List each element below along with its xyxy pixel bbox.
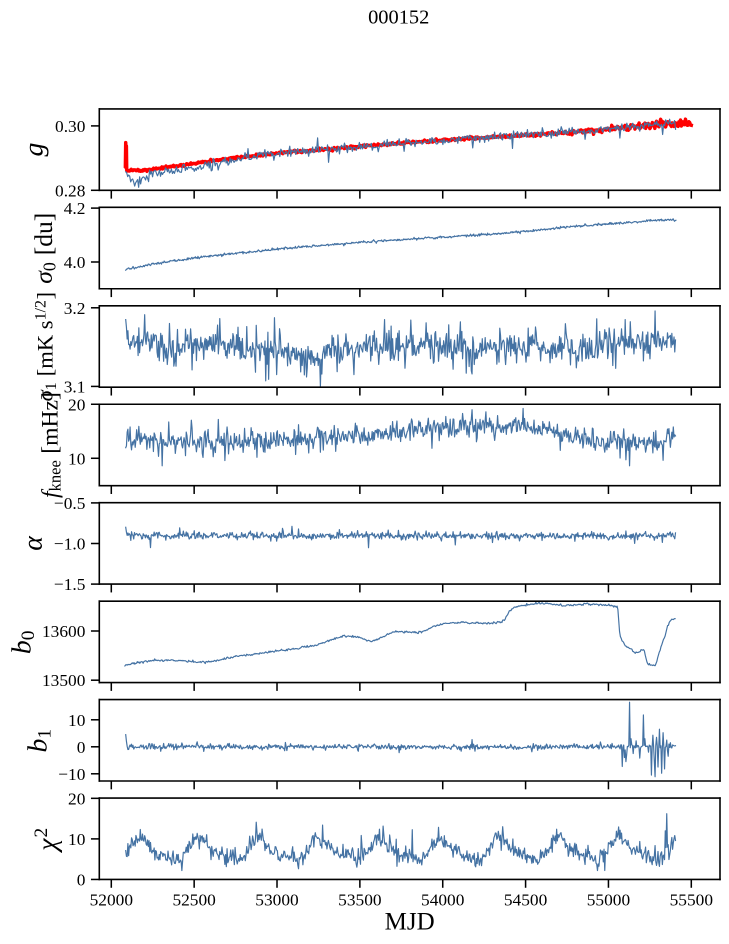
svg-text:α: α <box>18 535 49 551</box>
svg-text:3.2: 3.2 <box>64 299 86 318</box>
svg-text:0.30: 0.30 <box>55 117 86 136</box>
svg-text:10: 10 <box>68 830 86 849</box>
svg-text:σ 1 1 /: σ 1 1 / 2 [ m K s ] <box>26 292 61 401</box>
svg-text:g: g <box>19 143 50 157</box>
svg-text:20: 20 <box>68 395 86 414</box>
svg-text:σ 0 [: σ 0 [ d u ] <box>29 213 60 284</box>
svg-text:χ 2: χ 2 <box>31 828 63 854</box>
svg-text:−10: −10 <box>58 765 85 784</box>
svg-text:54000: 54000 <box>421 890 465 909</box>
svg-text:b 0: b 0 <box>6 630 39 654</box>
svg-text:0.28: 0.28 <box>55 181 86 200</box>
svg-text:4.0: 4.0 <box>64 253 86 272</box>
svg-text:10: 10 <box>68 449 86 468</box>
svg-text:f k n e: f k n e e [ m H z ] <box>37 392 65 498</box>
svg-text:3.1: 3.1 <box>64 377 86 396</box>
svg-text:−1.5: −1.5 <box>54 575 86 594</box>
svg-text:10: 10 <box>68 711 86 730</box>
svg-text:52500: 52500 <box>172 890 216 909</box>
svg-text:4.2: 4.2 <box>64 199 86 218</box>
svg-text:55500: 55500 <box>670 890 714 909</box>
svg-text:13600: 13600 <box>42 622 86 641</box>
svg-text:54500: 54500 <box>504 890 548 909</box>
svg-text:0: 0 <box>77 870 86 889</box>
svg-text:0: 0 <box>77 738 86 757</box>
svg-text:52000: 52000 <box>90 890 134 909</box>
svg-text:−1.0: −1.0 <box>54 535 86 554</box>
svg-text:53500: 53500 <box>338 890 382 909</box>
svg-text:b 1: b 1 <box>23 729 56 753</box>
svg-text:53000: 53000 <box>255 890 299 909</box>
svg-text:55000: 55000 <box>587 890 631 909</box>
svg-text:MJD: MJD <box>385 909 435 936</box>
svg-text:−0.5: −0.5 <box>54 494 86 513</box>
svg-text:13500: 13500 <box>42 671 86 690</box>
svg-text:20: 20 <box>68 789 86 808</box>
svg-text:000152: 000152 <box>368 6 429 28</box>
